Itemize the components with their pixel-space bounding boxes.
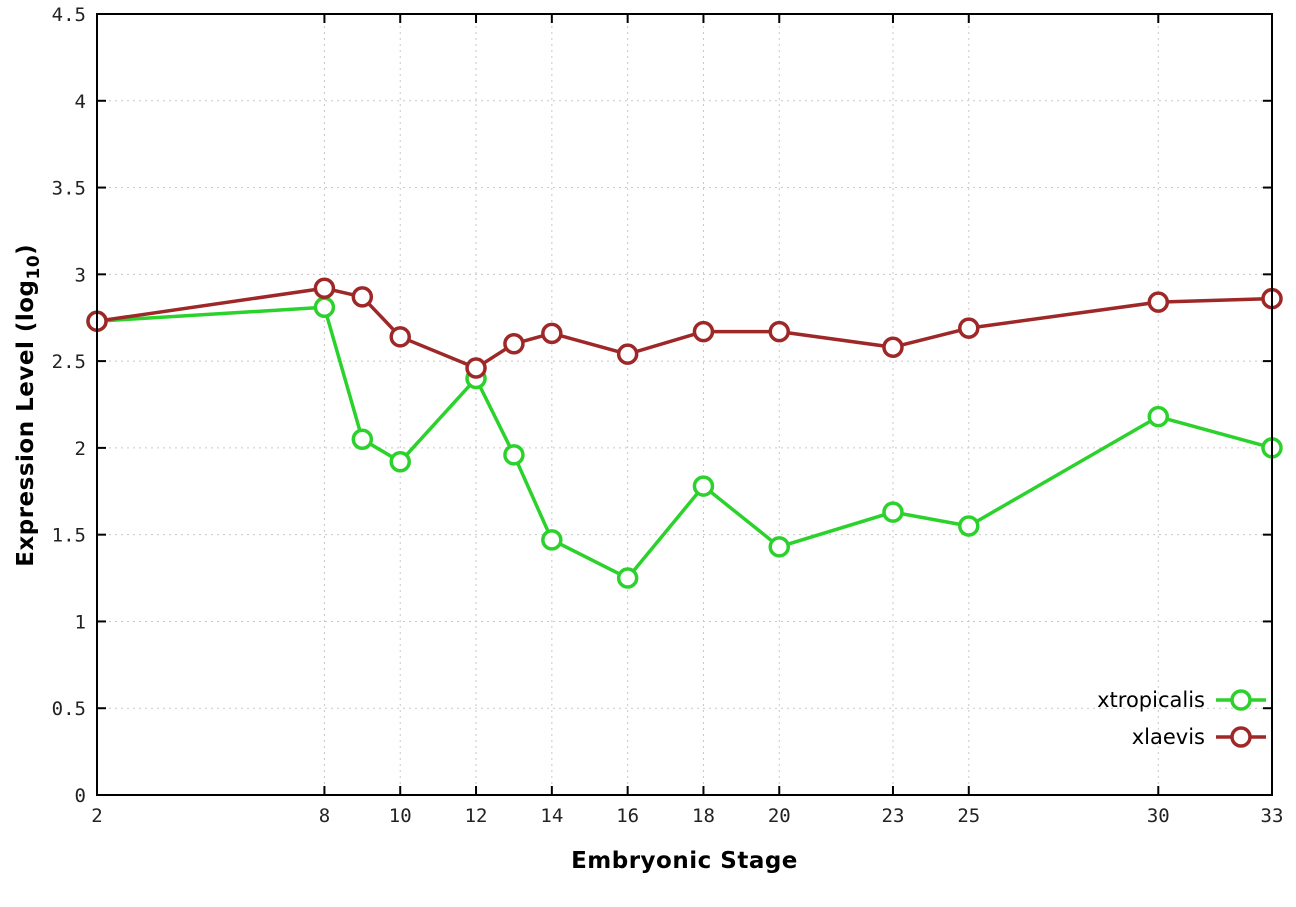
x-tick-label: 16 bbox=[616, 805, 639, 827]
y-tick-label: 3 bbox=[75, 264, 86, 286]
x-tick-label: 30 bbox=[1147, 805, 1170, 827]
data-point-xtropicalis bbox=[768, 536, 791, 558]
y-tick-label: 0.5 bbox=[52, 698, 86, 720]
x-axis-title: Embryonic Stage bbox=[571, 848, 798, 874]
x-tick-label: 12 bbox=[465, 805, 488, 827]
legend: xtropicalis xlaevis bbox=[1097, 688, 1266, 749]
data-point-xlaevis bbox=[1147, 291, 1170, 313]
legend-sample-marker bbox=[1230, 726, 1252, 748]
legend-label: xtropicalis bbox=[1097, 688, 1205, 712]
data-point-xtropicalis bbox=[313, 296, 336, 319]
data-point-xtropicalis bbox=[541, 529, 563, 551]
legend-item-xlaevis: xlaevis bbox=[1132, 725, 1266, 749]
data-point-xlaevis bbox=[882, 336, 904, 358]
y-tick-label: 2 bbox=[75, 438, 86, 460]
data-point-xlaevis bbox=[692, 320, 715, 343]
y-tick-label: 0 bbox=[75, 785, 86, 807]
x-tick-label: 23 bbox=[882, 805, 905, 827]
data-point-xlaevis bbox=[768, 320, 791, 343]
data-point-xlaevis bbox=[541, 322, 563, 345]
x-tick-label: 33 bbox=[1261, 805, 1284, 827]
x-tick-label: 18 bbox=[692, 805, 715, 827]
y-axis-tick-labels: 0 0.5 1 1.5 2 2.5 3 3.5 4 4.5 bbox=[52, 4, 86, 807]
data-point-xtropicalis bbox=[958, 515, 980, 537]
grid-lines bbox=[96, 13, 1273, 796]
y-tick-label: 4 bbox=[75, 91, 86, 113]
series-line-xlaevis bbox=[95, 286, 1274, 370]
legend-item-xtropicalis: xtropicalis bbox=[1097, 688, 1266, 712]
data-point-xtropicalis bbox=[503, 444, 525, 466]
y-tick-label: 1.5 bbox=[52, 525, 86, 547]
data-point-xtropicalis bbox=[616, 567, 639, 589]
y-axis-title-subscript: 10 bbox=[23, 254, 44, 280]
data-point-xlaevis bbox=[351, 286, 374, 308]
data-point-xlaevis bbox=[313, 277, 336, 299]
series-xlaevis bbox=[86, 277, 1283, 379]
x-tick-label: 10 bbox=[389, 805, 412, 827]
data-point-xtropicalis bbox=[351, 428, 374, 450]
data-point-xtropicalis bbox=[692, 475, 715, 497]
data-point-xlaevis bbox=[616, 343, 639, 365]
x-tick-label: 14 bbox=[540, 805, 563, 827]
data-point-xlaevis bbox=[465, 357, 487, 379]
data-point-xtropicalis bbox=[1147, 405, 1170, 428]
data-point-xtropicalis bbox=[882, 501, 904, 523]
plot-border bbox=[96, 13, 1273, 796]
x-tick-label: 8 bbox=[319, 805, 330, 827]
y-axis-title-text: Expression Level (log bbox=[13, 279, 40, 567]
y-axis-title: Expression Level (log10) bbox=[13, 15, 44, 796]
data-point-xlaevis bbox=[958, 317, 980, 339]
x-tick-label: 2 bbox=[91, 805, 102, 827]
y-axis-title-close: ) bbox=[13, 243, 40, 255]
x-axis-tick-labels: 2 8 10 12 14 16 18 20 23 25 30 33 bbox=[91, 805, 1283, 827]
data-point-xlaevis bbox=[389, 326, 411, 348]
series-xtropicalis bbox=[86, 296, 1283, 589]
y-tick-label: 4.5 bbox=[52, 4, 86, 26]
x-tick-label: 25 bbox=[957, 805, 980, 827]
y-tick-label: 1 bbox=[75, 611, 86, 633]
data-point-xlaevis bbox=[503, 333, 525, 355]
legend-label: xlaevis bbox=[1132, 725, 1205, 749]
x-tick-label: 20 bbox=[768, 805, 791, 827]
y-tick-label: 3.5 bbox=[52, 178, 86, 200]
data-point-xtropicalis bbox=[389, 451, 411, 473]
legend-sample-marker bbox=[1230, 689, 1252, 711]
tick-marks bbox=[96, 13, 1273, 796]
y-tick-label: 2.5 bbox=[52, 351, 86, 373]
series-line-xtropicalis bbox=[95, 305, 1274, 580]
